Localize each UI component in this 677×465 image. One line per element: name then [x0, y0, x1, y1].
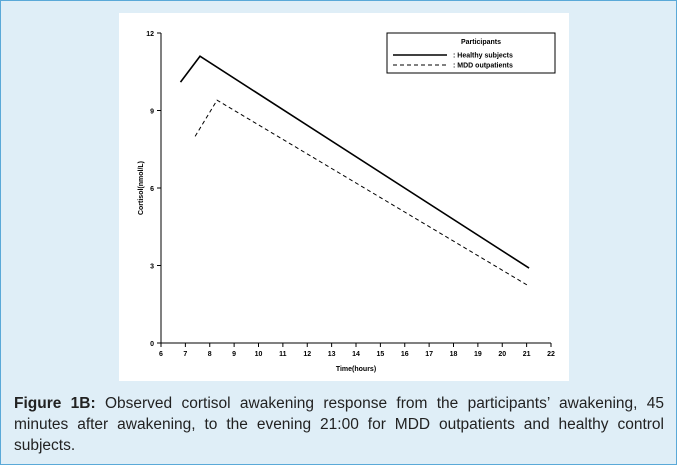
x-tick-label-17: 17: [425, 351, 433, 358]
y-tick-label-12: 12: [146, 31, 154, 38]
x-tick-label-16: 16: [401, 351, 409, 358]
x-tick-label-12: 12: [303, 351, 311, 358]
y-tick-label-9: 9: [150, 109, 154, 116]
x-tick-label-21: 21: [523, 351, 531, 358]
x-tick-label-14: 14: [352, 351, 360, 358]
x-tick-label-20: 20: [498, 351, 506, 358]
series-line-2: [194, 99, 530, 287]
x-tick-label-7: 7: [183, 351, 187, 358]
y-tick-label-0: 0: [150, 341, 154, 348]
x-tick-label-9: 9: [232, 351, 236, 358]
legend-label-1: : Healthy subjects: [453, 53, 513, 60]
x-tick-label-22: 22: [547, 351, 555, 358]
caption-label: Figure 1B:: [14, 395, 96, 412]
legend-title: Participants: [461, 39, 501, 46]
x-tick-label-6: 6: [159, 351, 163, 358]
legend-box: [386, 32, 556, 74]
x-tick-label-11: 11: [279, 351, 287, 358]
x-tick-label-18: 18: [450, 351, 458, 358]
line-chart: 0 3 6 9 12 6 7 8 9 10 11 12 13 14 15 16 17 18 19 20 21 22 Time…: [138, 31, 556, 373]
legend-label-2: : MDD outpatients: [453, 63, 513, 70]
x-tick-label-15: 15: [376, 351, 384, 358]
figure-caption: Figure 1B: Observed cortisol awakening r…: [14, 393, 664, 456]
chart-area: 0 3 6 9 12 6 7 8 9 10 11 12 13 14 15 16 17 18 19 20 21 22 Time…: [119, 13, 569, 381]
caption-text: Observed cortisol awakening response fro…: [14, 395, 664, 454]
x-tick-label-10: 10: [255, 351, 263, 358]
x-axis-label: Time(hours): [336, 366, 376, 373]
x-tick-label-13: 13: [328, 351, 336, 358]
x-tick-label-8: 8: [208, 351, 212, 358]
y-tick-label-3: 3: [150, 264, 154, 271]
y-axis-label: Cortisol(nmol/L): [138, 161, 145, 215]
x-tick-label-19: 19: [474, 351, 482, 358]
series-line-1: [179, 55, 530, 269]
y-tick-label-6: 6: [150, 186, 154, 193]
